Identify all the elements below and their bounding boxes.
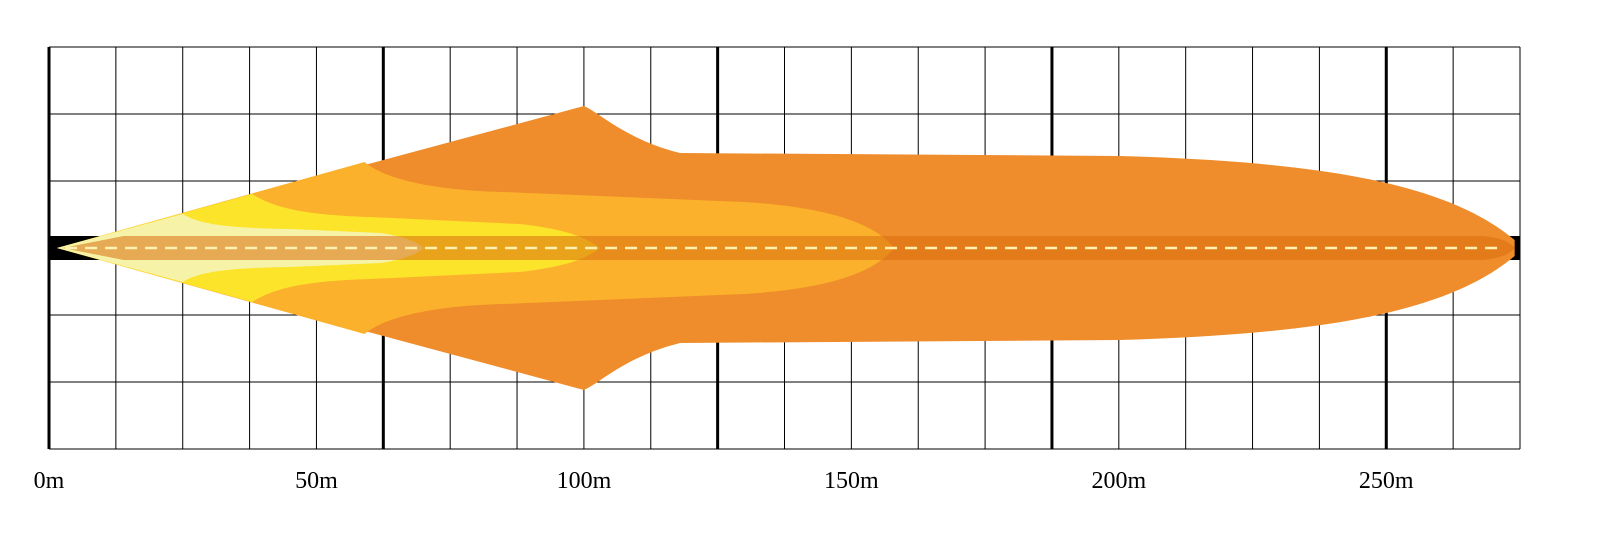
- x-tick-label: 50m: [295, 468, 338, 494]
- x-tick-label: 200m: [1091, 468, 1147, 494]
- x-tick-label: 250m: [1358, 468, 1414, 494]
- x-tick-label: 0m: [33, 468, 65, 494]
- beam-overlays: [62, 236, 1515, 260]
- x-tick-label: 150m: [824, 468, 879, 494]
- x-tick-label: 100m: [556, 468, 612, 494]
